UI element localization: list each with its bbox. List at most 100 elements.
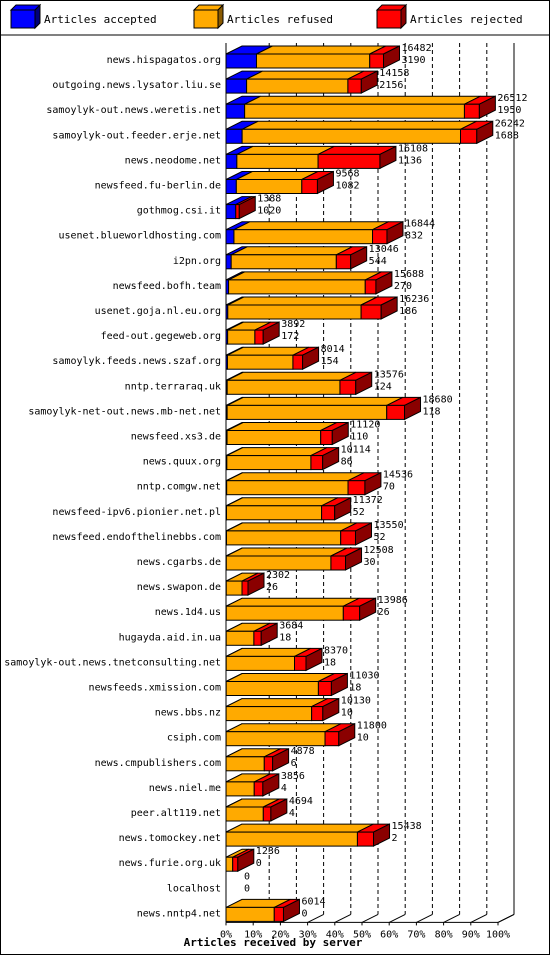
value-label-accepted: 26 [378, 607, 390, 618]
category-label: csiph.com [167, 733, 221, 744]
x-tick-label: 100% [486, 929, 510, 940]
x-axis-title: Articles received by server [184, 936, 363, 949]
value-label-accepted: 52 [353, 507, 365, 518]
bar-refused-top [226, 498, 337, 506]
bar-row [226, 498, 351, 520]
bar-row [226, 372, 372, 394]
bar-refused [237, 154, 318, 168]
category-label: newsfeed.bofh.team [113, 281, 221, 292]
bar-row [226, 824, 390, 846]
bar-rejected [340, 380, 356, 394]
category-label: news.nntp4.net [137, 908, 221, 919]
bar-refused [242, 129, 460, 143]
bar-rejected [348, 79, 361, 93]
value-label-total: 10130 [341, 696, 371, 707]
value-label-total: 13046 [369, 244, 399, 255]
value-label-total: 11800 [357, 721, 387, 732]
bar-refused-top [245, 96, 481, 104]
value-label-accepted: 6 [291, 758, 297, 769]
bar-row [226, 749, 289, 771]
bar-rejected [274, 907, 283, 921]
category-label: news.quux.org [143, 457, 221, 468]
value-label-total: 9568 [335, 169, 359, 180]
bar-refused [227, 355, 292, 369]
bar-rejected [312, 707, 323, 721]
value-label-total: 11030 [349, 671, 379, 682]
legend-label: Articles refused [227, 13, 333, 26]
bar-refused-top [226, 548, 347, 556]
bar-row [226, 699, 339, 721]
bar-refused [245, 104, 465, 118]
bar-refused [226, 857, 233, 871]
value-label-accepted: 52 [373, 532, 385, 543]
bar-rejected [263, 807, 271, 821]
bar-row [226, 397, 421, 419]
bar-rejected [295, 656, 306, 670]
bar-refused [228, 330, 255, 344]
value-label-accepted: 186 [399, 306, 417, 317]
value-label-accepted: 1688 [495, 130, 519, 141]
value-label-total: 14158 [379, 68, 409, 79]
value-label-total: 1388 [257, 194, 281, 205]
bar-row [226, 146, 396, 168]
category-label: news.furie.org.uk [119, 858, 221, 869]
value-label-total: 11372 [353, 495, 383, 506]
bar-refused [227, 481, 348, 495]
value-label-total: 13550 [373, 520, 403, 531]
value-label-accepted: 1082 [335, 181, 359, 192]
bar-refused-top [227, 448, 327, 456]
bar-refused [226, 707, 312, 721]
bar-row [226, 222, 403, 244]
bar-accepted [226, 255, 231, 269]
value-label-total: 10114 [341, 445, 371, 456]
bar-row [226, 197, 255, 219]
value-label-total: 6014 [301, 896, 325, 907]
bar-row [226, 46, 400, 68]
value-label-total: 2302 [266, 570, 290, 581]
bar-refused-top [227, 372, 356, 380]
category-label: samoylyk.feeds.news.szaf.org [52, 356, 221, 367]
category-label: hugayda.aid.in.ua [119, 632, 221, 643]
category-label: samoylyk-net-out.news.mb-net.net [28, 406, 221, 417]
value-label-accepted: 30 [364, 557, 376, 568]
bar-row [226, 322, 279, 344]
bar-refused [226, 682, 318, 696]
bar-refused [226, 907, 274, 921]
bar-refused [226, 556, 331, 570]
bar-rejected [370, 54, 384, 68]
bar-refused [226, 807, 263, 821]
category-label: newsfeed-ipv6.pionier.net.pl [52, 507, 221, 518]
value-label-total: 13576 [374, 369, 404, 380]
x-tick-depth [389, 914, 405, 922]
bar-rejected [357, 832, 373, 846]
category-label: news.swapon.de [137, 582, 221, 593]
bar-refused [227, 456, 311, 470]
bar-rejected [343, 606, 359, 620]
category-label: news.bbs.nz [155, 708, 221, 719]
bar-rejected [311, 456, 323, 470]
bar-refused [226, 782, 254, 796]
bar-rejected [387, 405, 405, 419]
bar-accepted [226, 104, 245, 118]
bar-refused [247, 79, 348, 93]
value-label-accepted: 18 [324, 657, 336, 668]
bar-accepted [226, 154, 237, 168]
value-label-accepted: 832 [405, 231, 423, 242]
bar-refused-top [226, 674, 334, 682]
bar-refused-top [227, 397, 403, 405]
bar-row [226, 297, 397, 319]
value-label-accepted: 0 [256, 858, 262, 869]
bar-rejected [318, 682, 331, 696]
bar-rejected [460, 129, 476, 143]
category-label: news.cgarbs.de [137, 557, 221, 568]
bar-refused [226, 581, 242, 595]
bar-row [226, 172, 333, 194]
value-label-accepted: 26 [266, 582, 278, 593]
bar-row [226, 347, 319, 369]
bar-rejected [331, 556, 346, 570]
value-label-accepted: 1136 [398, 155, 422, 166]
bar-rejected [336, 255, 350, 269]
bar-row [226, 473, 381, 495]
category-label: nntp.comgw.net [137, 482, 221, 493]
